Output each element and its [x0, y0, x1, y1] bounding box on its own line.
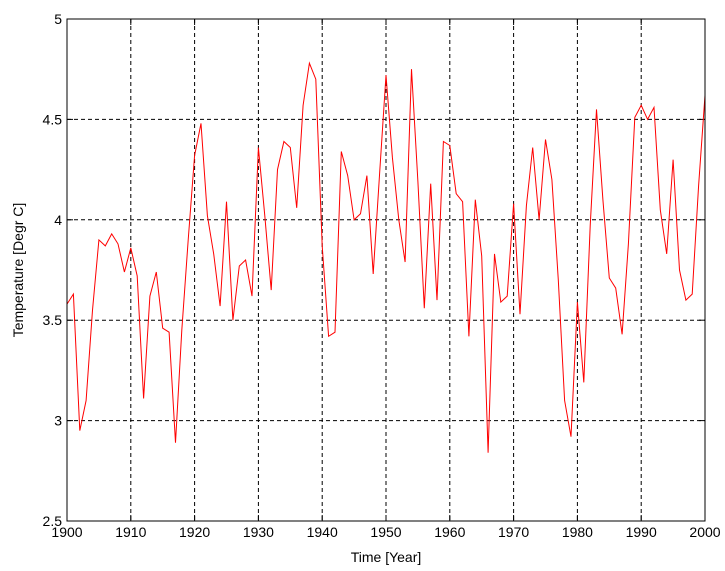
x-tick-label: 1940: [307, 524, 338, 540]
temperature-series-line: [66, 61, 706, 453]
x-tick-label: 1970: [498, 524, 529, 540]
grid-lines: [67, 19, 705, 521]
x-axis-label: Time [Year]: [351, 549, 422, 565]
x-tick-label: 1920: [179, 524, 210, 540]
plot-area: [67, 19, 705, 521]
x-tick-label: 1980: [562, 524, 593, 540]
y-tick-label: 3.5: [43, 312, 63, 328]
y-tick-label: 3: [54, 413, 62, 429]
y-tick-label: 5: [54, 11, 62, 27]
plot-frame: [66, 18, 706, 522]
x-tick-label: 1900: [51, 524, 82, 540]
y-tick-labels: 2.5 3 3.5 4 4.5 5: [43, 11, 63, 529]
y-tick-label: 4: [54, 212, 62, 228]
x-tick-label: 1910: [115, 524, 146, 540]
y-axis-label: Temperature [Degr C]: [10, 203, 26, 338]
y-tick-label: 2.5: [43, 513, 63, 529]
x-tick-label: 1990: [626, 524, 657, 540]
y-tick-label: 4.5: [43, 111, 63, 127]
x-tick-labels: 1900 1910 1920 1930 1940 1950 1960 1970 1980 1990…: [51, 524, 720, 540]
x-tick-label: 1930: [243, 524, 274, 540]
series-layer: [66, 61, 706, 453]
x-tick-label: 2000: [689, 524, 720, 540]
x-tick-label: 1950: [370, 524, 401, 540]
x-tick-label: 1960: [434, 524, 465, 540]
